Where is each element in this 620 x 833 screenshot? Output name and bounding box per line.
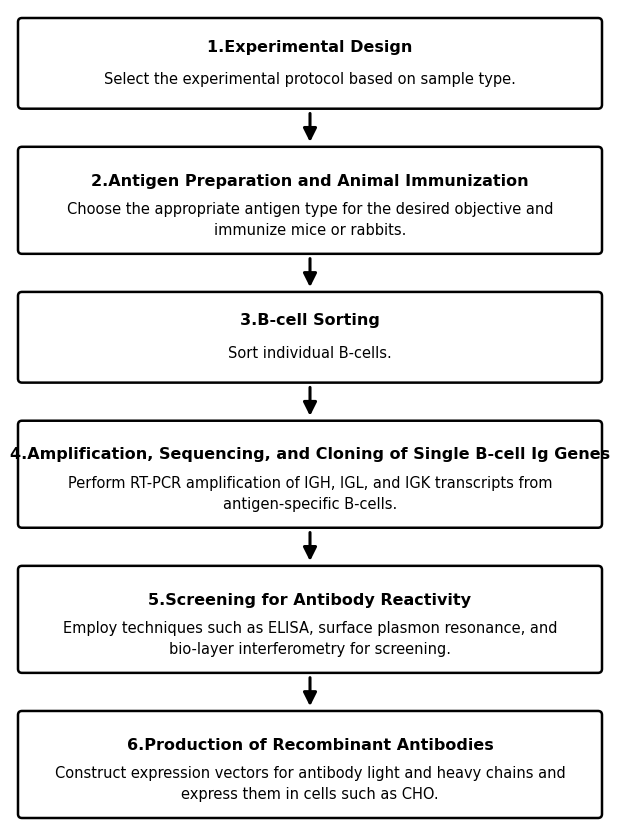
Text: 6.Production of Recombinant Antibodies: 6.Production of Recombinant Antibodies bbox=[126, 738, 494, 753]
Text: Construct expression vectors for antibody light and heavy chains and
express the: Construct expression vectors for antibod… bbox=[55, 766, 565, 801]
Text: Choose the appropriate antigen type for the desired objective and
immunize mice : Choose the appropriate antigen type for … bbox=[67, 202, 553, 237]
FancyBboxPatch shape bbox=[18, 147, 602, 254]
Text: Sort individual B-cells.: Sort individual B-cells. bbox=[228, 346, 392, 361]
FancyBboxPatch shape bbox=[18, 421, 602, 528]
Text: 4.Amplification, Sequencing, and Cloning of Single B-cell Ig Genes: 4.Amplification, Sequencing, and Cloning… bbox=[10, 447, 610, 462]
Text: Select the experimental protocol based on sample type.: Select the experimental protocol based o… bbox=[104, 72, 516, 87]
FancyBboxPatch shape bbox=[18, 18, 602, 108]
Text: Employ techniques such as ELISA, surface plasmon resonance, and
bio-layer interf: Employ techniques such as ELISA, surface… bbox=[63, 621, 557, 656]
Text: 1.Experimental Design: 1.Experimental Design bbox=[207, 39, 413, 54]
Text: Perform RT-PCR amplification of IGH, IGL, and IGK transcripts from
antigen-speci: Perform RT-PCR amplification of IGH, IGL… bbox=[68, 476, 552, 511]
FancyBboxPatch shape bbox=[18, 566, 602, 673]
FancyBboxPatch shape bbox=[18, 292, 602, 382]
Text: 3.B-cell Sorting: 3.B-cell Sorting bbox=[240, 313, 380, 328]
FancyBboxPatch shape bbox=[18, 711, 602, 818]
Text: 2.Antigen Preparation and Animal Immunization: 2.Antigen Preparation and Animal Immuniz… bbox=[91, 173, 529, 188]
Text: 5.Screening for Antibody Reactivity: 5.Screening for Antibody Reactivity bbox=[149, 592, 471, 607]
